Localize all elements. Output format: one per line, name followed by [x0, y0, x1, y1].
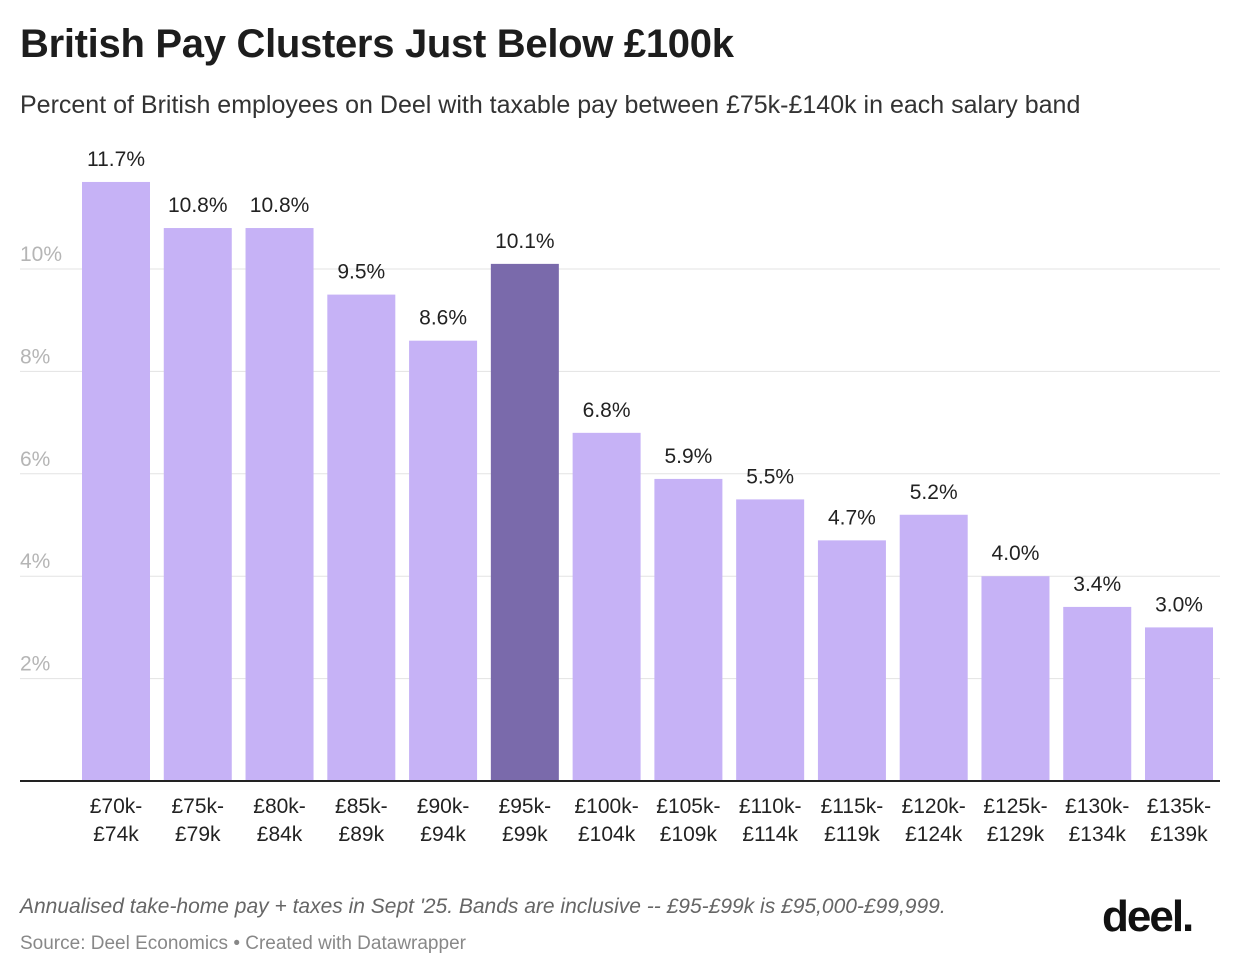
x-tick-label: £119k	[824, 823, 880, 846]
data-label: 3.0%	[1155, 593, 1203, 616]
data-label: 5.5%	[746, 465, 794, 488]
x-tick-label: £124k	[905, 823, 963, 846]
data-label: 9.5%	[337, 261, 385, 284]
data-label: 8.6%	[419, 307, 467, 330]
bar	[409, 340, 478, 781]
data-label: 5.9%	[664, 445, 712, 468]
data-label: 3.4%	[1073, 573, 1121, 596]
x-tick-label: £70k-	[90, 795, 143, 818]
x-tick-label: £130k-	[1065, 795, 1129, 818]
x-tick-label: £104k	[578, 823, 636, 846]
source-line: Source: Deel Economics • Created with Da…	[20, 933, 466, 954]
x-tick-label: £100k-	[575, 795, 639, 818]
x-tick-label: £134k	[1069, 823, 1127, 846]
bar	[572, 432, 641, 781]
bar	[817, 540, 886, 781]
bar	[981, 576, 1050, 781]
data-label: 4.0%	[992, 542, 1040, 565]
data-label: 10.8%	[168, 194, 228, 217]
footnote: Annualised take-home pay + taxes in Sept…	[20, 895, 946, 918]
x-tick-label: £84k	[257, 823, 303, 846]
x-tick-label: £139k	[1150, 823, 1208, 846]
x-tick-label: £90k-	[417, 795, 470, 818]
data-label: 5.2%	[910, 481, 958, 504]
chart-title: British Pay Clusters Just Below £100k	[20, 22, 734, 66]
data-label: 6.8%	[583, 399, 631, 422]
y-tick-label: 6%	[20, 448, 50, 471]
bar	[1145, 627, 1214, 781]
data-label: 10.8%	[250, 194, 310, 217]
data-label: 11.7%	[87, 148, 145, 171]
bar	[899, 514, 968, 781]
y-tick-label: 4%	[20, 550, 50, 573]
bar	[1063, 606, 1132, 781]
bar	[654, 478, 723, 781]
y-tick-label: 8%	[20, 345, 50, 368]
x-tick-label: £110k-	[739, 795, 802, 818]
x-tick-label: £99k	[502, 823, 548, 846]
x-tick-label: £114k	[742, 823, 798, 846]
x-tick-label: £94k	[420, 823, 466, 846]
bar-chart: 2% 4% 6% 8% 10% 11.7% £70k- £74k 10.8% £75k- £79k 1…	[20, 148, 1220, 846]
bar	[490, 263, 559, 781]
data-label: 10.1%	[495, 230, 555, 253]
data-label: 4.7%	[828, 506, 876, 529]
bar	[736, 499, 805, 781]
x-tick-label: £85k-	[335, 795, 388, 818]
x-tick-label: £74k	[93, 823, 139, 846]
x-tick-label: £79k	[175, 823, 221, 846]
x-tick-label: £89k	[339, 823, 385, 846]
x-tick-label: £120k-	[902, 795, 966, 818]
y-tick-label: 10%	[20, 243, 62, 266]
bar	[327, 294, 396, 781]
chart-subtitle: Percent of British employees on Deel wit…	[20, 91, 1081, 119]
y-tick-label: 2%	[20, 653, 50, 676]
x-tick-label: £115k-	[821, 795, 884, 818]
x-tick-label: £129k	[987, 823, 1045, 846]
x-tick-label: £95k-	[499, 795, 552, 818]
x-tick-label: £125k-	[983, 795, 1047, 818]
bar	[163, 228, 232, 782]
x-tick-label: £75k-	[172, 795, 225, 818]
deel-logo: deel.	[1102, 892, 1194, 941]
bar	[82, 181, 150, 781]
x-tick-label: £135k-	[1147, 795, 1211, 818]
x-tick-label: £105k-	[656, 795, 720, 818]
x-tick-label: £109k	[660, 823, 718, 846]
bar	[245, 228, 314, 782]
x-tick-label: £80k-	[253, 795, 306, 818]
